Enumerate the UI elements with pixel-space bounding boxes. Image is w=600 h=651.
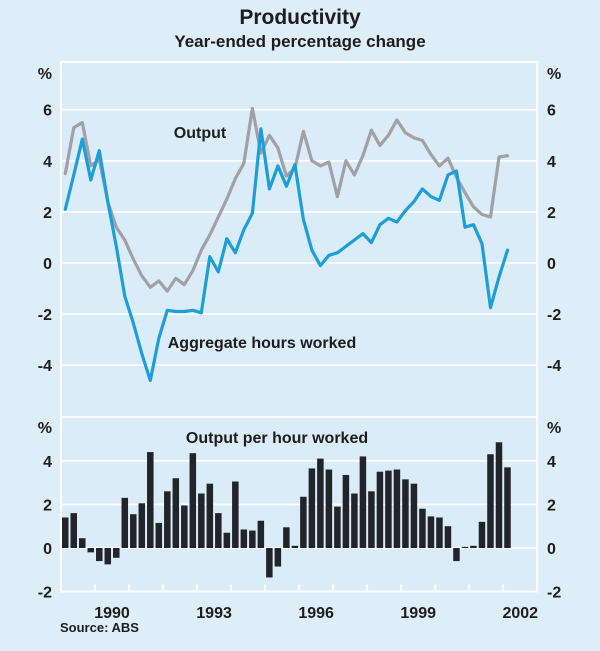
output-series-label: Output <box>173 125 227 142</box>
bar-output-per-hour <box>410 483 418 548</box>
bar-output-per-hour <box>393 469 401 548</box>
top-left-unit-label: % <box>38 66 52 83</box>
bar-output-per-hour <box>164 491 171 548</box>
y-tick-label: -2 <box>38 585 52 602</box>
x-year-label: 1993 <box>196 605 232 622</box>
bar-output-per-hour <box>79 538 86 548</box>
source-note: Source: ABS <box>60 620 139 635</box>
bar-output-per-hour <box>138 503 146 548</box>
y-tick-label: 4 <box>547 154 556 171</box>
bar-output-per-hour <box>172 478 180 548</box>
bar-output-per-hour <box>351 493 358 548</box>
bottom-right-unit-label: % <box>547 420 561 437</box>
bar-output-per-hour <box>385 470 392 548</box>
bar-output-per-hour <box>223 532 231 548</box>
bar-output-per-hour <box>155 522 163 548</box>
bar-output-per-hour <box>300 496 307 548</box>
bar-output-per-hour <box>495 442 503 548</box>
bar-output-per-hour <box>478 521 486 548</box>
plot-area <box>61 62 538 592</box>
bottom-left-unit-label: % <box>38 420 52 437</box>
bar-output-per-hour <box>121 497 129 548</box>
bar-output-per-hour <box>96 548 103 562</box>
bar-output-per-hour <box>308 468 316 548</box>
bar-output-per-hour <box>189 453 197 548</box>
bar-output-per-hour <box>87 548 95 553</box>
x-year-label: 1999 <box>400 605 436 622</box>
y-tick-label: 0 <box>547 541 556 558</box>
y-tick-label: -2 <box>547 585 561 602</box>
line-output <box>63 106 510 293</box>
bar-output-per-hour <box>368 491 375 548</box>
page-title: Productivity <box>239 6 361 29</box>
bar-output-per-hour <box>283 527 290 548</box>
bar-output-per-hour <box>104 548 112 565</box>
y-tick-label: -4 <box>547 358 561 375</box>
y-tick-label: 0 <box>547 256 556 273</box>
bar-output-per-hour <box>487 454 494 548</box>
bar-output-per-hour <box>206 483 214 548</box>
y-tick-label: -4 <box>38 358 52 375</box>
y-tick-label: 6 <box>43 103 52 120</box>
bar-output-per-hour <box>266 548 273 578</box>
bar-output-per-hour <box>249 530 256 548</box>
output-per-hour-series-label: Output per hour worked <box>185 430 369 447</box>
bar-output-per-hour <box>215 513 222 548</box>
y-tick-label: 2 <box>547 497 556 514</box>
y-tick-label: 2 <box>43 205 52 222</box>
bar-output-per-hour <box>402 479 409 548</box>
bar-output-per-hour <box>359 456 367 548</box>
bar-output-per-hour <box>325 469 333 548</box>
aggregate-hours-series-label: Aggregate hours worked <box>167 335 357 352</box>
top-right-unit-label: % <box>547 66 561 83</box>
line-aggregate-hours-worked <box>63 127 510 383</box>
y-tick-label: -2 <box>547 307 561 324</box>
bar-output-per-hour <box>113 548 120 558</box>
bar-output-per-hour <box>342 474 350 548</box>
bar-output-per-hour <box>198 493 205 548</box>
y-tick-label: 2 <box>547 205 556 222</box>
bar-output-per-hour <box>504 467 511 548</box>
bar-output-per-hour <box>376 471 384 548</box>
bar-output-per-hour <box>461 546 469 548</box>
bar-output-per-hour <box>181 505 188 548</box>
bar-output-per-hour <box>291 545 299 548</box>
x-year-label: 1990 <box>94 605 130 622</box>
bar-output-per-hour <box>62 517 69 548</box>
y-tick-label: -2 <box>38 307 52 324</box>
bar-output-per-hour <box>453 548 460 562</box>
y-tick-label: 4 <box>547 454 556 471</box>
y-tick-label: 4 <box>43 454 52 471</box>
bar-output-per-hour <box>147 452 154 548</box>
bar-output-per-hour <box>257 520 265 548</box>
bar-output-per-hour <box>274 548 282 567</box>
bar-output-per-hour <box>419 508 426 548</box>
bar-output-per-hour <box>317 458 324 548</box>
bar-output-per-hour <box>130 514 137 548</box>
bar-output-per-hour <box>334 506 341 548</box>
y-tick-label: 4 <box>43 154 52 171</box>
bar-output-per-hour <box>70 513 78 548</box>
y-tick-label: 0 <box>43 256 52 273</box>
x-year-label: 1996 <box>298 605 334 622</box>
bar-output-per-hour <box>427 516 435 548</box>
bar-output-per-hour <box>232 481 239 548</box>
bar-output-per-hour <box>444 526 452 548</box>
y-tick-label: 2 <box>43 497 52 514</box>
x-year-label: 2002 <box>502 605 538 622</box>
bar-output-per-hour <box>436 517 443 548</box>
y-tick-label: 6 <box>547 103 556 120</box>
bar-output-per-hour <box>240 529 248 548</box>
y-tick-label: 0 <box>43 541 52 558</box>
bar-output-per-hour <box>470 545 477 548</box>
chart-subtitle: Year-ended percentage change <box>174 32 426 51</box>
